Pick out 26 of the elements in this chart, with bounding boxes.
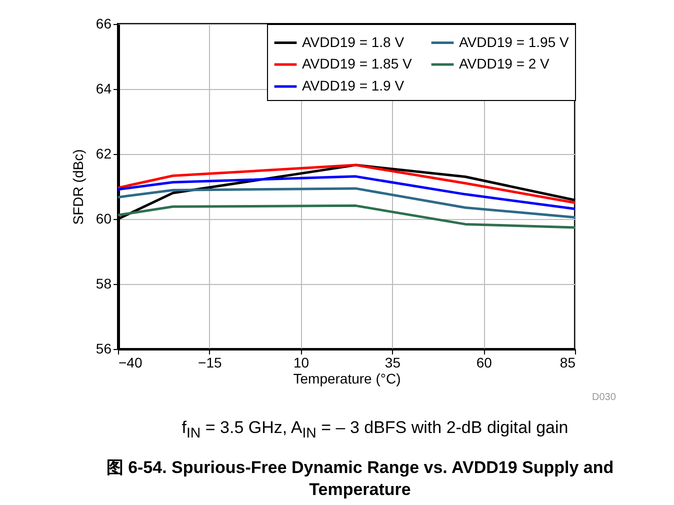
line-series bbox=[116, 187, 576, 219]
text: f$_{IN}$ = 3.5 GHz, A$_{IN}$ = – 3 dBFS with 2-dB digital gain bbox=[180, 418, 570, 442]
x-axis-title: Temperature (°C) bbox=[293, 370, 401, 386]
x-tick-label: 10 bbox=[294, 354, 310, 370]
x-tick-label: 35 bbox=[384, 354, 401, 370]
text: D030 bbox=[592, 392, 616, 403]
y-tick-label: 62 bbox=[96, 146, 112, 162]
x-tick-label: 85 bbox=[560, 354, 576, 370]
legend-label: AVDD19 = 1.95 V bbox=[459, 34, 570, 50]
legend-label: AVDD19 = 1.8 V bbox=[302, 34, 405, 50]
x-tick-label: 60 bbox=[476, 354, 492, 370]
y-axis-title: SFDR (dBc) bbox=[70, 149, 86, 225]
y-tick-label: 66 bbox=[96, 16, 112, 32]
y-tick-label: 64 bbox=[96, 80, 112, 96]
line-series bbox=[116, 164, 576, 204]
y-tick-label: 60 bbox=[96, 210, 112, 226]
line-series bbox=[116, 175, 576, 210]
y-tick-label: 58 bbox=[96, 276, 112, 292]
legend-label: AVDD19 = 1.85 V bbox=[302, 56, 413, 72]
line-series bbox=[116, 204, 576, 229]
x-tick-label: −40 bbox=[118, 354, 142, 370]
x-tick-label: −15 bbox=[198, 354, 222, 370]
y-tick-label: 56 bbox=[96, 340, 112, 356]
legend-label: AVDD19 = 1.9 V bbox=[302, 78, 405, 94]
legend-label: AVDD19 = 2 V bbox=[459, 56, 550, 72]
text: 图 6-54. Spurious-Free Dynamic Range vs. AVDD19 Supply and Temperature bbox=[105, 457, 615, 501]
